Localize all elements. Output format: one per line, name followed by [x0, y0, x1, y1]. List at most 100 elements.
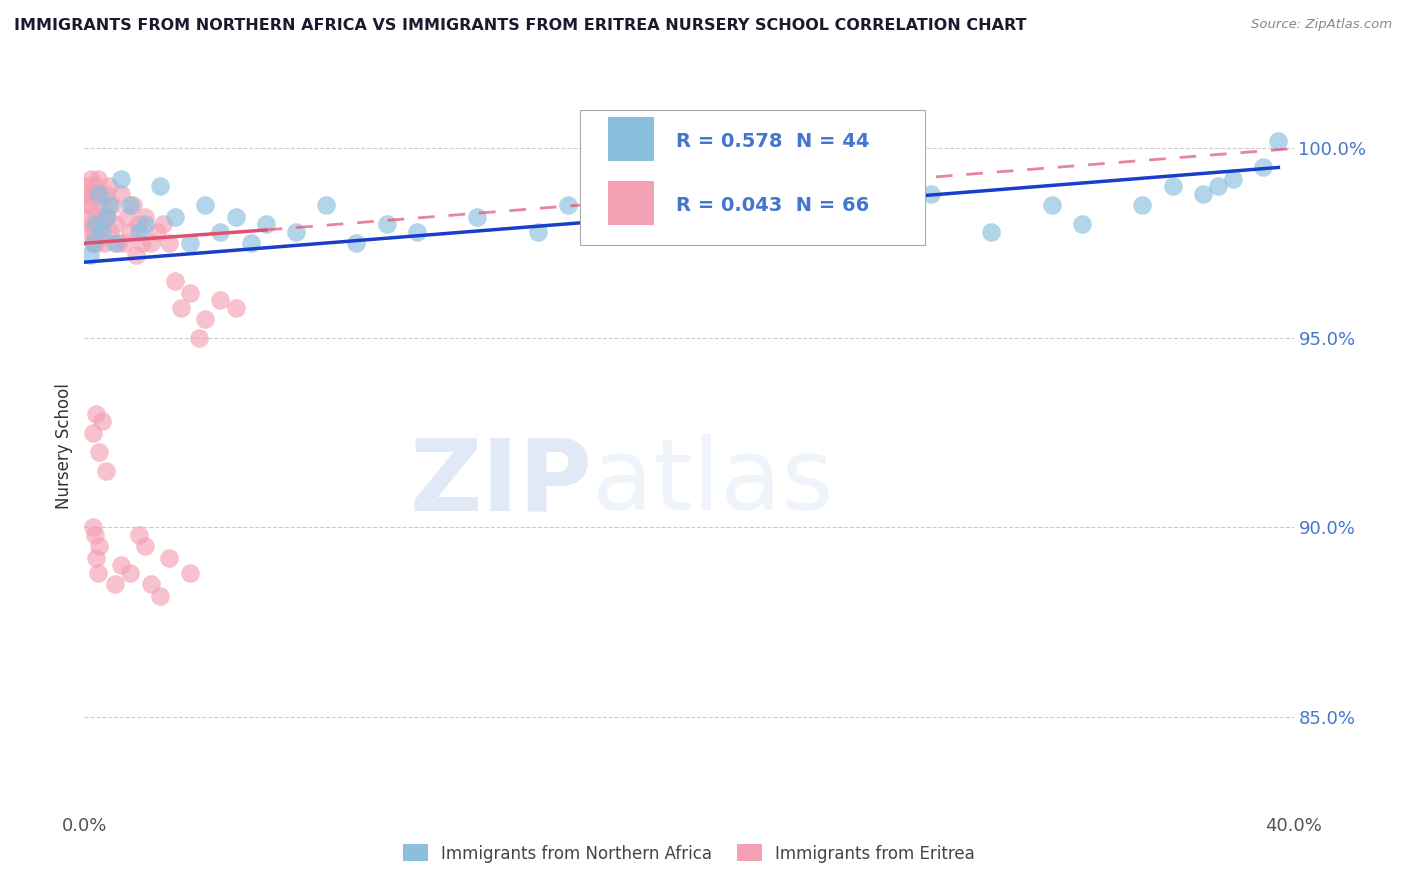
Point — [1267, 134, 1289, 148]
Point — [89, 540, 111, 554]
Point — [121, 198, 143, 212]
Point — [1206, 179, 1229, 194]
Point — [1161, 179, 1184, 194]
Point — [149, 589, 172, 603]
Text: ZIP: ZIP — [409, 434, 592, 531]
Point — [557, 198, 579, 212]
Point — [97, 198, 120, 212]
Point — [239, 236, 262, 251]
Point — [118, 198, 141, 212]
Point — [77, 198, 100, 212]
Point — [128, 217, 150, 231]
Point — [112, 236, 135, 251]
Point — [82, 236, 104, 251]
Text: IMMIGRANTS FROM NORTHERN AFRICA VS IMMIGRANTS FROM ERITREA NURSERY SCHOOL CORREL: IMMIGRANTS FROM NORTHERN AFRICA VS IMMIG… — [14, 18, 1026, 33]
Point — [80, 217, 103, 231]
Point — [194, 198, 217, 212]
Point — [104, 577, 127, 591]
Point — [89, 186, 111, 201]
Point — [225, 210, 247, 224]
Point — [134, 217, 156, 231]
Point — [96, 210, 118, 224]
Point — [467, 210, 489, 224]
Point — [131, 236, 153, 251]
Legend: Immigrants from Northern Africa, Immigrants from Eritrea: Immigrants from Northern Africa, Immigra… — [396, 838, 981, 869]
Point — [738, 225, 761, 239]
Point — [157, 236, 180, 251]
Point — [285, 225, 308, 239]
Point — [179, 566, 201, 580]
Point — [678, 210, 700, 224]
Text: Source: ZipAtlas.com: Source: ZipAtlas.com — [1251, 18, 1392, 31]
Point — [165, 274, 187, 288]
Point — [86, 236, 108, 251]
Point — [152, 217, 174, 231]
Point — [104, 217, 127, 231]
Point — [920, 186, 942, 201]
Point — [254, 217, 277, 231]
Point — [1132, 198, 1154, 212]
Point — [617, 217, 640, 231]
Point — [980, 225, 1002, 239]
Point — [209, 293, 232, 307]
Point — [139, 577, 162, 591]
Point — [87, 171, 110, 186]
Point — [82, 520, 104, 534]
Point — [128, 225, 150, 239]
Point — [125, 247, 148, 261]
Point — [90, 198, 112, 212]
FancyBboxPatch shape — [581, 110, 925, 244]
Point — [527, 225, 550, 239]
Point — [165, 210, 187, 224]
Point — [406, 225, 429, 239]
Point — [128, 528, 150, 542]
Point — [84, 528, 107, 542]
Point — [110, 171, 132, 186]
FancyBboxPatch shape — [607, 181, 654, 225]
Text: R = 0.043  N = 66: R = 0.043 N = 66 — [676, 196, 869, 216]
Point — [1040, 198, 1063, 212]
FancyBboxPatch shape — [607, 118, 654, 161]
Point — [80, 171, 103, 186]
Point — [82, 236, 104, 251]
Point — [110, 186, 132, 201]
Point — [134, 540, 156, 554]
Point — [225, 301, 247, 315]
Point — [100, 198, 122, 212]
Point — [1071, 217, 1094, 231]
Y-axis label: Nursery School: Nursery School — [55, 383, 73, 509]
Point — [346, 236, 368, 251]
Point — [94, 464, 117, 478]
Point — [94, 210, 117, 224]
Point — [82, 186, 104, 201]
Point — [157, 550, 180, 565]
Point — [315, 198, 337, 212]
Point — [107, 236, 129, 251]
Point — [170, 301, 193, 315]
Point — [118, 225, 141, 239]
Point — [75, 210, 97, 224]
Point — [1253, 161, 1275, 175]
Point — [91, 225, 114, 239]
Point — [146, 225, 169, 239]
Point — [89, 225, 111, 239]
Point — [86, 407, 108, 421]
Point — [86, 186, 108, 201]
Point — [94, 186, 117, 201]
Point — [76, 179, 98, 194]
Text: atlas: atlas — [592, 434, 834, 531]
Point — [86, 550, 108, 565]
Point — [79, 225, 101, 239]
Point — [91, 210, 114, 224]
Point — [89, 444, 111, 458]
Point — [179, 236, 201, 251]
Point — [83, 225, 105, 239]
Point — [79, 247, 101, 261]
Point — [799, 198, 821, 212]
Point — [110, 558, 132, 573]
Point — [93, 236, 115, 251]
Point — [134, 210, 156, 224]
Point — [84, 210, 107, 224]
Point — [194, 312, 217, 326]
Point — [859, 217, 882, 231]
